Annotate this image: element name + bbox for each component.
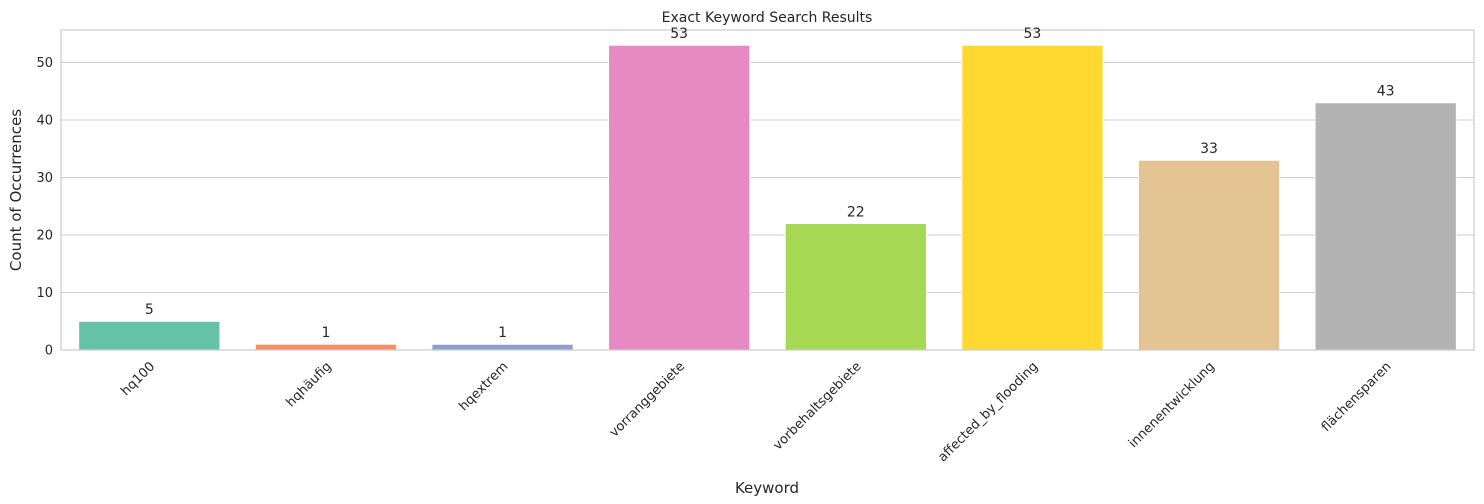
bar	[961, 44, 1104, 351]
x-tick-label: affected_by_flooding	[935, 359, 1041, 465]
x-axis-label: Keyword	[735, 479, 799, 497]
bar	[254, 343, 398, 351]
y-tick-label: 30	[36, 171, 53, 186]
x-tick-label: flächensparen	[1319, 359, 1395, 435]
y-tick-label: 20	[36, 228, 53, 243]
chart-title: Exact Keyword Search Results	[662, 10, 873, 26]
bar-value-label: 43	[1377, 84, 1395, 100]
x-tick-label: hqextrem	[456, 359, 511, 414]
bar-value-label: 5	[145, 302, 154, 318]
x-tick-label: innenentwicklung	[1126, 359, 1218, 451]
y-tick-label: 0	[45, 344, 53, 359]
bar	[1137, 159, 1281, 351]
bars	[78, 44, 1457, 351]
x-tick-label: vorbehaltsgebiete	[770, 359, 864, 453]
x-tick-label: vorranggebiete	[607, 359, 688, 440]
bar-value-labels: 5 1 1 53 22 53 33 43	[145, 26, 1395, 341]
x-tick-labels: hq100 hqhäufig hqextrem vorranggebiete vorbe…	[118, 359, 1394, 465]
bar-value-label: 22	[847, 204, 865, 220]
bar	[431, 343, 574, 351]
y-axis-label: Count of Occurrences	[7, 109, 25, 271]
bar	[784, 222, 927, 351]
bar-value-label: 33	[1200, 141, 1218, 157]
y-tick-label: 10	[36, 286, 53, 301]
y-tick-label: 40	[36, 113, 53, 128]
bar-value-label: 53	[670, 26, 688, 42]
bar	[78, 320, 221, 351]
y-tick-label: 50	[36, 56, 53, 71]
x-tick-label: hq100	[118, 359, 158, 399]
bar-value-label: 1	[321, 325, 330, 341]
plot-frame	[60, 29, 1475, 351]
x-tick-label: hqhäufig	[284, 359, 335, 410]
bar-value-label: 1	[498, 325, 507, 341]
bar	[1314, 102, 1457, 351]
bar-value-label: 53	[1024, 26, 1042, 42]
y-tick-labels: 0 10 20 30 40 50	[36, 56, 53, 359]
bar	[608, 44, 751, 351]
